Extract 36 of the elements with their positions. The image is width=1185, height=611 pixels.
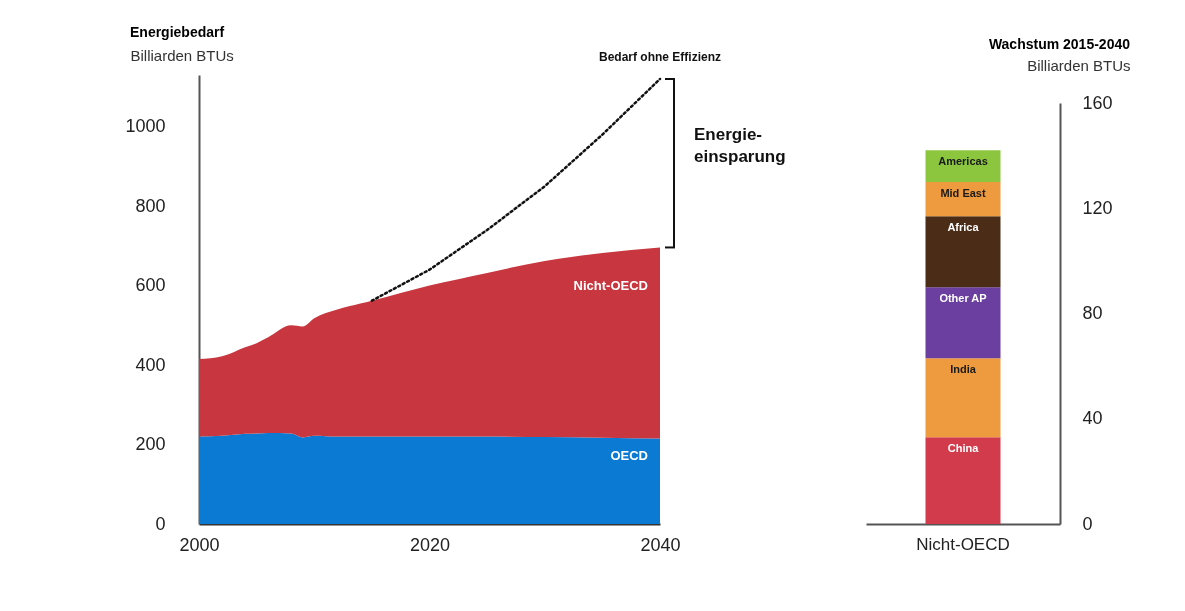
y-tick-label: 0 [1082, 513, 1093, 534]
y-tick-label: 160 [1082, 92, 1113, 113]
bar [925, 287, 1001, 359]
series-label: Other AP [939, 292, 987, 305]
bar [925, 181, 1001, 217]
x-tick-label: 2000 [179, 534, 220, 555]
line-series [370, 77, 662, 302]
bar [925, 150, 1001, 182]
series-label: OECD [610, 447, 648, 463]
series-label: India [950, 363, 977, 376]
y-tick-label: 0 [155, 513, 166, 534]
y-tick-label: 40 [1082, 408, 1103, 429]
y-axis-title: Billiarden BTUs [1027, 56, 1131, 74]
y-tick-label: 120 [1082, 197, 1113, 218]
series-label: Africa [947, 221, 980, 234]
text: Wachstum 2015-2040 [988, 36, 1131, 52]
y-axis-title: Billiarden BTUs [130, 46, 234, 64]
bar [925, 437, 1001, 524]
chart-title: Energiebedarf [130, 24, 225, 40]
bar [925, 216, 1001, 288]
x-tick-label: Nicht-OECD [916, 534, 1010, 554]
series-label: Americas [938, 155, 988, 168]
y-tick-label: 800 [135, 195, 166, 216]
y-tick-label: 1000 [125, 116, 166, 137]
series-label: Mid East [940, 186, 986, 199]
series-label: Bedarf ohne Effizienz [598, 49, 722, 64]
bar [925, 358, 1001, 438]
x-tick-label: 2020 [409, 534, 451, 555]
series-label: China [947, 442, 980, 455]
series-label: Nicht-OECD [573, 277, 648, 293]
y-tick-label: 200 [135, 434, 166, 455]
text: Energie-einsparung [694, 124, 786, 166]
x-tick-label: 2040 [640, 534, 681, 555]
y-tick-label: 80 [1082, 303, 1103, 323]
y-tick-label: 600 [135, 275, 166, 296]
y-tick-label: 400 [135, 354, 166, 375]
